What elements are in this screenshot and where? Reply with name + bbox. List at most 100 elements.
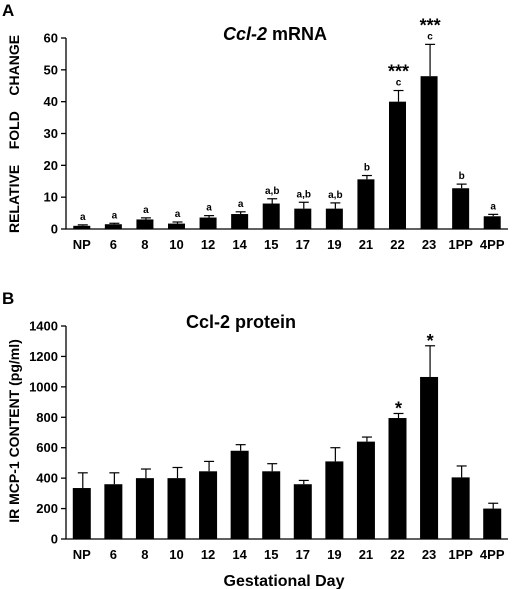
b-bar <box>167 478 186 539</box>
b-y-tick-label: 0 <box>51 532 58 547</box>
a-x-tick-label: 19 <box>327 237 341 252</box>
panel-b-ylabel: IR MCP-1 CONTENT (pg/ml) <box>6 339 22 523</box>
a-bar <box>325 208 343 229</box>
b-bar <box>420 376 439 539</box>
b-bar <box>262 471 281 539</box>
a-x-tick-label: 17 <box>296 237 310 252</box>
panel-a-title-rest: mRNA <box>267 24 327 44</box>
a-x-tick-label: 6 <box>110 237 117 252</box>
panel-a-title: Ccl-2 mRNA <box>223 24 327 44</box>
a-bar <box>483 216 501 229</box>
a-x-tick-label: NP <box>73 237 91 252</box>
b-x-tick-label: 14 <box>232 547 247 562</box>
panel-b-xlabel: Gestational Day <box>224 573 345 589</box>
a-x-tick-label: 10 <box>169 237 183 252</box>
b-y-tick-label: 1000 <box>29 379 58 394</box>
b-y-tick-label: 400 <box>36 471 58 486</box>
a-bar <box>262 203 280 229</box>
a-group-letter: c <box>427 31 433 42</box>
a-group-letter: b <box>364 163 370 174</box>
b-bar <box>325 461 344 539</box>
b-bar <box>293 484 312 539</box>
a-group-letter: b <box>459 171 465 182</box>
a-significance-mark: *** <box>388 62 409 82</box>
a-group-letter: a <box>112 210 118 221</box>
b-y-tick-label: 600 <box>36 440 58 455</box>
panel-a-ylabel: RELATIVE FOLD CHANGE <box>6 35 22 233</box>
a-bar <box>294 208 312 229</box>
a-bar <box>73 225 91 229</box>
b-bar <box>356 441 375 539</box>
a-y-tick-label: 60 <box>44 31 58 46</box>
a-group-letter: a <box>143 205 149 216</box>
b-x-tick-label: 21 <box>359 547 373 562</box>
a-y-tick-label: 10 <box>44 190 58 205</box>
b-x-tick-label: 23 <box>422 547 436 562</box>
b-significance-mark: * <box>427 331 434 351</box>
a-x-tick-label: 12 <box>201 237 215 252</box>
a-y-tick-label: 20 <box>44 158 58 173</box>
b-bar <box>199 471 218 539</box>
a-y-tick-label: 50 <box>44 62 58 77</box>
a-bar <box>452 188 470 229</box>
b-bar <box>135 478 154 539</box>
b-y-tick-label: 200 <box>36 501 58 516</box>
a-bar <box>231 214 249 229</box>
a-group-letter: a <box>80 212 86 223</box>
b-y-tick-label: 800 <box>36 410 58 425</box>
panel-a-title-italic: Ccl-2 <box>223 24 267 44</box>
b-bar <box>483 508 502 539</box>
a-x-tick-label: 1PP <box>448 237 473 252</box>
b-significance-mark: * <box>395 398 402 418</box>
a-group-letter: a,b <box>297 189 311 200</box>
a-bar <box>357 179 375 229</box>
a-group-letter: a <box>238 199 244 210</box>
a-bar <box>199 217 217 229</box>
b-x-tick-label: NP <box>73 547 91 562</box>
a-significance-mark: *** <box>420 15 441 35</box>
a-bar <box>136 219 154 229</box>
panel-a-plot: 0 10 20 30 40 50 60 NP a 6 a 8 a 10 a 12 a 14 a 15 a,b 17 a,b 1… <box>44 15 508 252</box>
panel-b-title: Ccl-2 protein <box>186 312 296 332</box>
a-group-letter: a <box>206 203 212 214</box>
a-group-letter: a,b <box>265 186 279 197</box>
b-x-tick-label: 1PP <box>448 547 473 562</box>
a-group-letter: a,b <box>328 190 342 201</box>
a-bar <box>168 223 185 229</box>
a-group-letter: c <box>396 78 402 89</box>
panel-b-plot: 0 200 400 600 800 1000 1200 1400 NP 6 8 10 12 14 15 17 1… <box>29 319 508 562</box>
a-x-tick-label: 14 <box>232 237 247 252</box>
b-x-tick-label: 17 <box>296 547 310 562</box>
a-bar <box>104 224 122 229</box>
a-group-letter: a <box>175 209 181 220</box>
a-y-tick-label: 30 <box>44 126 58 141</box>
b-x-tick-label: 10 <box>169 547 183 562</box>
a-x-tick-label: 22 <box>390 237 404 252</box>
a-x-tick-label: 21 <box>359 237 373 252</box>
b-x-tick-label: 4PP <box>480 547 505 562</box>
a-x-tick-label: 4PP <box>480 237 505 252</box>
a-x-tick-label: 23 <box>422 237 436 252</box>
b-y-tick-label: 1400 <box>29 319 58 334</box>
b-x-tick-label: 6 <box>110 547 117 562</box>
a-bar <box>420 76 438 229</box>
a-bar <box>389 101 406 229</box>
b-x-tick-label: 8 <box>141 547 148 562</box>
b-bar <box>451 477 470 539</box>
a-y-tick-label: 40 <box>44 94 58 109</box>
a-x-tick-label: 8 <box>141 237 148 252</box>
panel-b-letter: B <box>2 289 14 308</box>
b-bar <box>388 418 407 539</box>
panel-a-letter: A <box>2 1 14 20</box>
a-x-tick-label: 15 <box>264 237 278 252</box>
b-x-tick-label: 12 <box>201 547 215 562</box>
b-bar <box>104 484 123 539</box>
b-y-tick-label: 1200 <box>29 349 58 364</box>
b-bar <box>72 488 91 539</box>
a-y-tick-label: 0 <box>51 222 58 237</box>
a-group-letter: a <box>490 201 496 212</box>
b-x-tick-label: 15 <box>264 547 278 562</box>
b-x-tick-label: 22 <box>390 547 404 562</box>
b-x-tick-label: 19 <box>327 547 341 562</box>
